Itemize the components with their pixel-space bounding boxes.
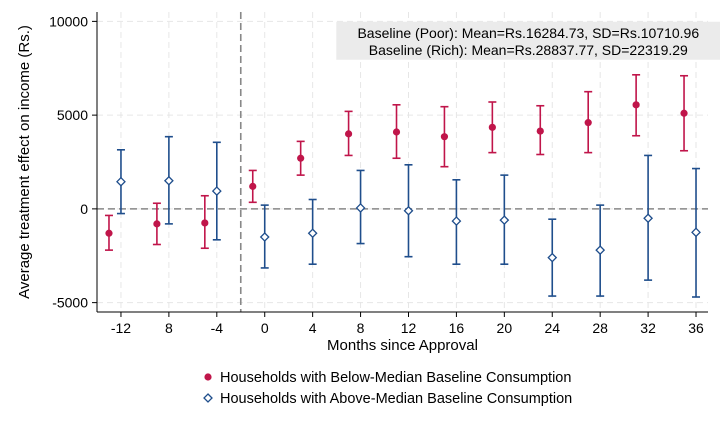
- point-marker: [595, 245, 606, 256]
- x-tick-label: 24: [544, 320, 560, 336]
- x-tick-label: 12: [401, 320, 417, 336]
- point-marker: [403, 205, 414, 216]
- x-tick-label: 0: [261, 320, 269, 336]
- point-marker: [259, 232, 270, 242]
- legend-marker-above-median: [203, 393, 213, 403]
- point-marker: [547, 252, 558, 263]
- series-layer: [104, 74, 701, 298]
- series-below-median: [104, 74, 689, 251]
- point-marker: [105, 229, 113, 237]
- annotation-line-rich: Baseline (Rich): Mean=Rs.28837.77, SD=22…: [369, 42, 688, 58]
- series-above-median: [116, 135, 701, 298]
- point-marker: [163, 175, 174, 186]
- annotation-line-poor: Baseline (Poor): Mean=Rs.16284.73, SD=Rs…: [357, 25, 699, 41]
- point-marker: [499, 215, 510, 226]
- point-marker: [488, 123, 496, 131]
- y-tick-label: 0: [80, 201, 88, 217]
- point-marker: [632, 101, 640, 109]
- x-tick-label: 20: [497, 320, 513, 336]
- legend: Households with Below-Median Baseline Co…: [203, 370, 572, 407]
- point-marker: [249, 182, 257, 190]
- reference-lines: [97, 12, 708, 312]
- x-tick-label: 8: [357, 320, 365, 336]
- x-tick-label: -12: [111, 320, 131, 336]
- point-marker: [201, 219, 209, 227]
- y-tick-label: -5000: [52, 295, 88, 311]
- point-marker: [680, 109, 688, 117]
- x-tick-label: 36: [688, 320, 704, 336]
- point-marker: [307, 228, 318, 239]
- point-marker: [153, 220, 161, 228]
- x-tick-label: 28: [592, 320, 608, 336]
- point-marker: [355, 203, 366, 213]
- legend-label-below-median: Households with Below-Median Baseline Co…: [220, 370, 571, 386]
- baseline-annotation: Baseline (Poor): Mean=Rs.16284.73, SD=Rs…: [336, 21, 720, 60]
- point-marker: [392, 128, 401, 136]
- point-marker: [297, 154, 305, 162]
- legend-label-above-median: Households with Above-Median Baseline Co…: [220, 391, 572, 407]
- point-marker: [536, 127, 544, 135]
- x-axis-title: Months since Approval: [327, 337, 478, 354]
- point-marker: [691, 227, 701, 238]
- y-tick-label: 5000: [57, 107, 88, 123]
- annotation-box: [336, 21, 720, 60]
- x-tick-label: 8: [165, 320, 173, 336]
- point-marker: [440, 133, 449, 141]
- point-marker: [211, 186, 222, 196]
- x-tick-label: 4: [309, 320, 317, 336]
- y-axis-title: Average treatment effect on income (Rs.): [16, 25, 33, 299]
- point-marker: [643, 213, 654, 224]
- point-marker: [116, 176, 126, 187]
- x-tick-label: 16: [449, 320, 465, 336]
- point-marker: [344, 130, 353, 138]
- x-tick-label: -4: [211, 320, 224, 336]
- axes: -12 8 -4 0 4 8 12 16 20 24 28 32 36 -5000 0 5000 10000: [49, 12, 708, 336]
- legend-marker-below-median: [204, 373, 212, 381]
- x-tick-label: 32: [640, 320, 656, 336]
- point-marker: [584, 119, 592, 127]
- point-marker: [451, 216, 462, 226]
- y-tick-label: 10000: [49, 13, 88, 29]
